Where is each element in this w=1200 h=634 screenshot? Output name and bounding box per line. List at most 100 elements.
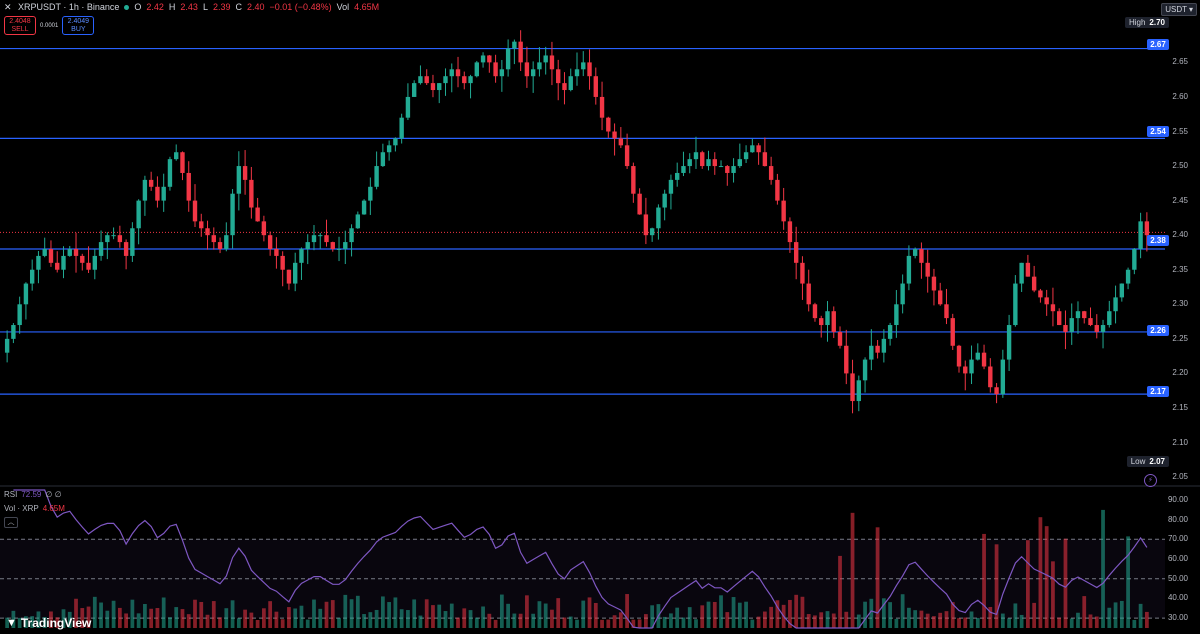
volume-bar xyxy=(1013,603,1018,628)
rsi-legend[interactable]: RSI 72.59 ∅ ∅ xyxy=(4,490,62,499)
volume-bar xyxy=(750,619,755,628)
candle-body xyxy=(349,228,354,243)
candle-body xyxy=(906,255,912,284)
volume-bar xyxy=(293,608,298,628)
candle-body xyxy=(405,96,411,118)
volume-bar xyxy=(368,612,373,628)
price-tick-label: 2.60 xyxy=(1172,91,1188,101)
volume-bar xyxy=(756,616,761,628)
volume-legend[interactable]: Vol · XRP 4.65M xyxy=(4,504,65,513)
trade-panel: 2.4048 SELL 0.0001 2.4049 BUY xyxy=(4,16,95,35)
candle-body xyxy=(562,83,567,91)
level-tag[interactable]: 2.67 xyxy=(1147,39,1169,50)
volume-bar xyxy=(117,607,122,628)
level-tag[interactable]: 2.17 xyxy=(1147,386,1169,397)
volume-bar xyxy=(875,527,880,628)
volume-bar xyxy=(1094,616,1099,628)
chevron-down-icon: ▾ xyxy=(1188,5,1193,14)
candle-body xyxy=(23,283,29,305)
volume-bar xyxy=(913,610,918,628)
price-tick-label: 2.65 xyxy=(1172,57,1188,67)
candle-body xyxy=(311,235,317,243)
chart-header: ✕ XRPUSDT · 1h · Binance O 2.42 H 2.43 L 2.… xyxy=(4,2,379,12)
level-tag[interactable]: 2.26 xyxy=(1147,325,1169,336)
candle-body xyxy=(148,179,154,187)
volume-bar xyxy=(349,599,354,628)
volume-bar xyxy=(512,613,517,628)
candle-body xyxy=(956,345,962,367)
lightning-icon[interactable]: ⚡ xyxy=(1144,474,1157,487)
candle-body xyxy=(662,193,667,208)
candle-body xyxy=(938,290,943,305)
candle-body xyxy=(743,152,749,160)
volume-bar xyxy=(988,606,993,628)
volume-bar xyxy=(1019,614,1024,628)
candle-body xyxy=(180,152,185,173)
candle-body xyxy=(29,269,35,284)
volume-legend-label: Vol · XRP xyxy=(4,504,39,513)
volume-bar xyxy=(155,608,160,628)
volume-bar xyxy=(343,594,348,628)
volume-bar xyxy=(1132,619,1137,628)
candle-body xyxy=(230,193,235,236)
volume-bar xyxy=(806,614,811,628)
high-marker: High 2.70 xyxy=(1124,17,1169,28)
candle-body xyxy=(1082,311,1087,319)
low-marker: Low 2.07 xyxy=(1126,456,1169,467)
volume-bar xyxy=(881,598,886,628)
volume-bar xyxy=(30,616,35,628)
candle-body xyxy=(681,166,686,173)
candle-body xyxy=(449,69,454,77)
candle-body xyxy=(1031,276,1037,291)
volume-bar xyxy=(337,617,341,628)
tradingview-logo[interactable]: ▼ TradingView xyxy=(6,616,91,630)
sell-button[interactable]: 2.4048 SELL xyxy=(4,16,36,35)
candle-body xyxy=(255,207,260,222)
buy-button[interactable]: 2.4049 BUY xyxy=(62,16,95,35)
candle-body xyxy=(931,276,937,291)
level-tag[interactable]: 2.38 xyxy=(1147,235,1169,246)
candle-body xyxy=(424,76,429,84)
candle-body xyxy=(48,249,54,263)
collapse-chevron-icon[interactable]: ︿ xyxy=(4,517,18,528)
candle-body xyxy=(299,249,304,263)
currency-selector[interactable]: USDT ▾ xyxy=(1161,3,1197,16)
close-value: 2.40 xyxy=(247,2,265,12)
volume-bar xyxy=(11,610,16,628)
brand-name: TradingView xyxy=(20,616,92,630)
sell-price: 2.4048 xyxy=(9,18,31,25)
volume-bar xyxy=(938,612,943,628)
volume-bar xyxy=(844,611,849,628)
volume-bar xyxy=(762,611,767,628)
level-tag[interactable]: 2.54 xyxy=(1147,126,1169,137)
rsi-extra: ∅ ∅ xyxy=(45,490,62,499)
volume-bar xyxy=(17,617,22,628)
volume-bar xyxy=(575,619,579,628)
candle-body xyxy=(593,76,598,97)
rsi-label: RSI xyxy=(4,490,18,499)
candle-body xyxy=(355,214,361,229)
volume-bar xyxy=(180,609,185,628)
volume-bar xyxy=(49,611,53,628)
volume-bar xyxy=(462,608,467,628)
volume-bar xyxy=(963,617,968,628)
volume-bar xyxy=(1032,602,1037,628)
candle-body xyxy=(430,83,436,91)
volume-bar xyxy=(900,594,905,628)
volume-value: 4.65M xyxy=(354,2,380,12)
candle-body xyxy=(1000,359,1006,395)
volume-bar xyxy=(550,609,554,628)
volume-bar xyxy=(1069,618,1074,628)
symbol-title[interactable]: XRPUSDT · 1h · Binance xyxy=(18,2,120,12)
high-marker-label: High xyxy=(1128,18,1146,27)
volume-bar xyxy=(111,600,116,628)
volume-bar xyxy=(387,602,392,628)
volume-bar xyxy=(74,598,78,628)
volume-bar xyxy=(224,608,229,628)
volume-bar xyxy=(174,607,179,628)
volume-bar xyxy=(644,614,648,628)
candle-body xyxy=(280,255,285,270)
candle-body xyxy=(731,166,736,173)
volume-bar xyxy=(143,604,147,628)
